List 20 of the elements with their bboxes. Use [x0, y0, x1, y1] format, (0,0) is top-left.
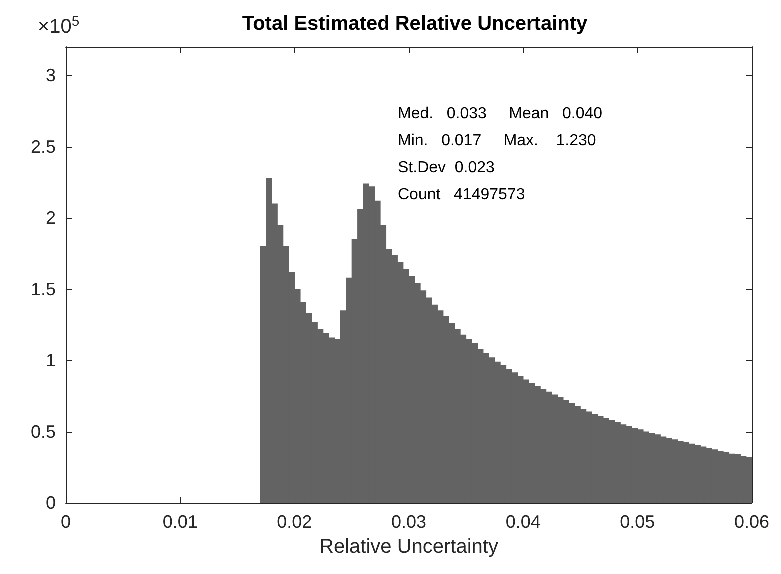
- x-tick-label: 0.03: [391, 512, 427, 532]
- y-tick-label: 2: [46, 208, 56, 228]
- x-axis-title: Relative Uncertainty: [320, 536, 498, 558]
- annotation: Min. 0.017 Max. 1.230: [398, 132, 596, 150]
- y-tick-label: 2.5: [30, 136, 56, 157]
- y-tick-label: 0.5: [30, 422, 56, 442]
- x-tick-label: 0: [60, 512, 72, 532]
- annotation: Count 41497573: [398, 186, 526, 204]
- x-tick-label: 0.02: [277, 512, 312, 532]
- x-tick-label: 0.04: [506, 512, 541, 532]
- y-tick-label: 0: [46, 493, 56, 513]
- x-tick-label: 0.01: [162, 512, 198, 532]
- x-tick-label: 0.06: [734, 512, 770, 532]
- y-tick-label: 3: [46, 66, 56, 86]
- chart-title: Total Estimated Relative Uncertainty: [242, 13, 589, 35]
- y-tick-label: 1.5: [30, 279, 56, 300]
- y-tick-label: 1: [46, 350, 56, 370]
- annotation: Med. 0.033 Mean 0.040: [398, 106, 603, 122]
- annotation: St.Dev 0.023: [398, 160, 496, 176]
- x-tick-label: 0.05: [620, 512, 656, 532]
